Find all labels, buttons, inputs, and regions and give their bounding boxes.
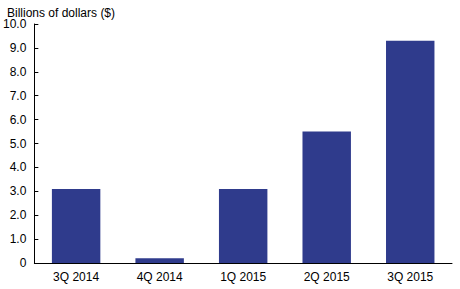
svg-text:2.0: 2.0 [10, 208, 27, 222]
svg-text:5.0: 5.0 [10, 137, 27, 151]
svg-text:10.0: 10.0 [3, 17, 27, 31]
svg-text:6.0: 6.0 [10, 113, 27, 127]
svg-text:1.0: 1.0 [10, 232, 27, 246]
svg-text:3Q 2014: 3Q 2014 [53, 270, 99, 284]
svg-text:4.0: 4.0 [10, 160, 27, 174]
svg-text:7.0: 7.0 [10, 89, 27, 103]
svg-text:0: 0 [20, 256, 27, 270]
svg-text:3.0: 3.0 [10, 184, 27, 198]
svg-text:2Q 2015: 2Q 2015 [304, 270, 350, 284]
svg-text:1Q 2015: 1Q 2015 [220, 270, 266, 284]
svg-text:9.0: 9.0 [10, 41, 27, 55]
svg-text:Billions of dollars ($): Billions of dollars ($) [7, 6, 115, 20]
svg-text:4Q 2014: 4Q 2014 [137, 270, 183, 284]
svg-text:3Q 2015: 3Q 2015 [387, 270, 433, 284]
svg-text:8.0: 8.0 [10, 65, 27, 79]
